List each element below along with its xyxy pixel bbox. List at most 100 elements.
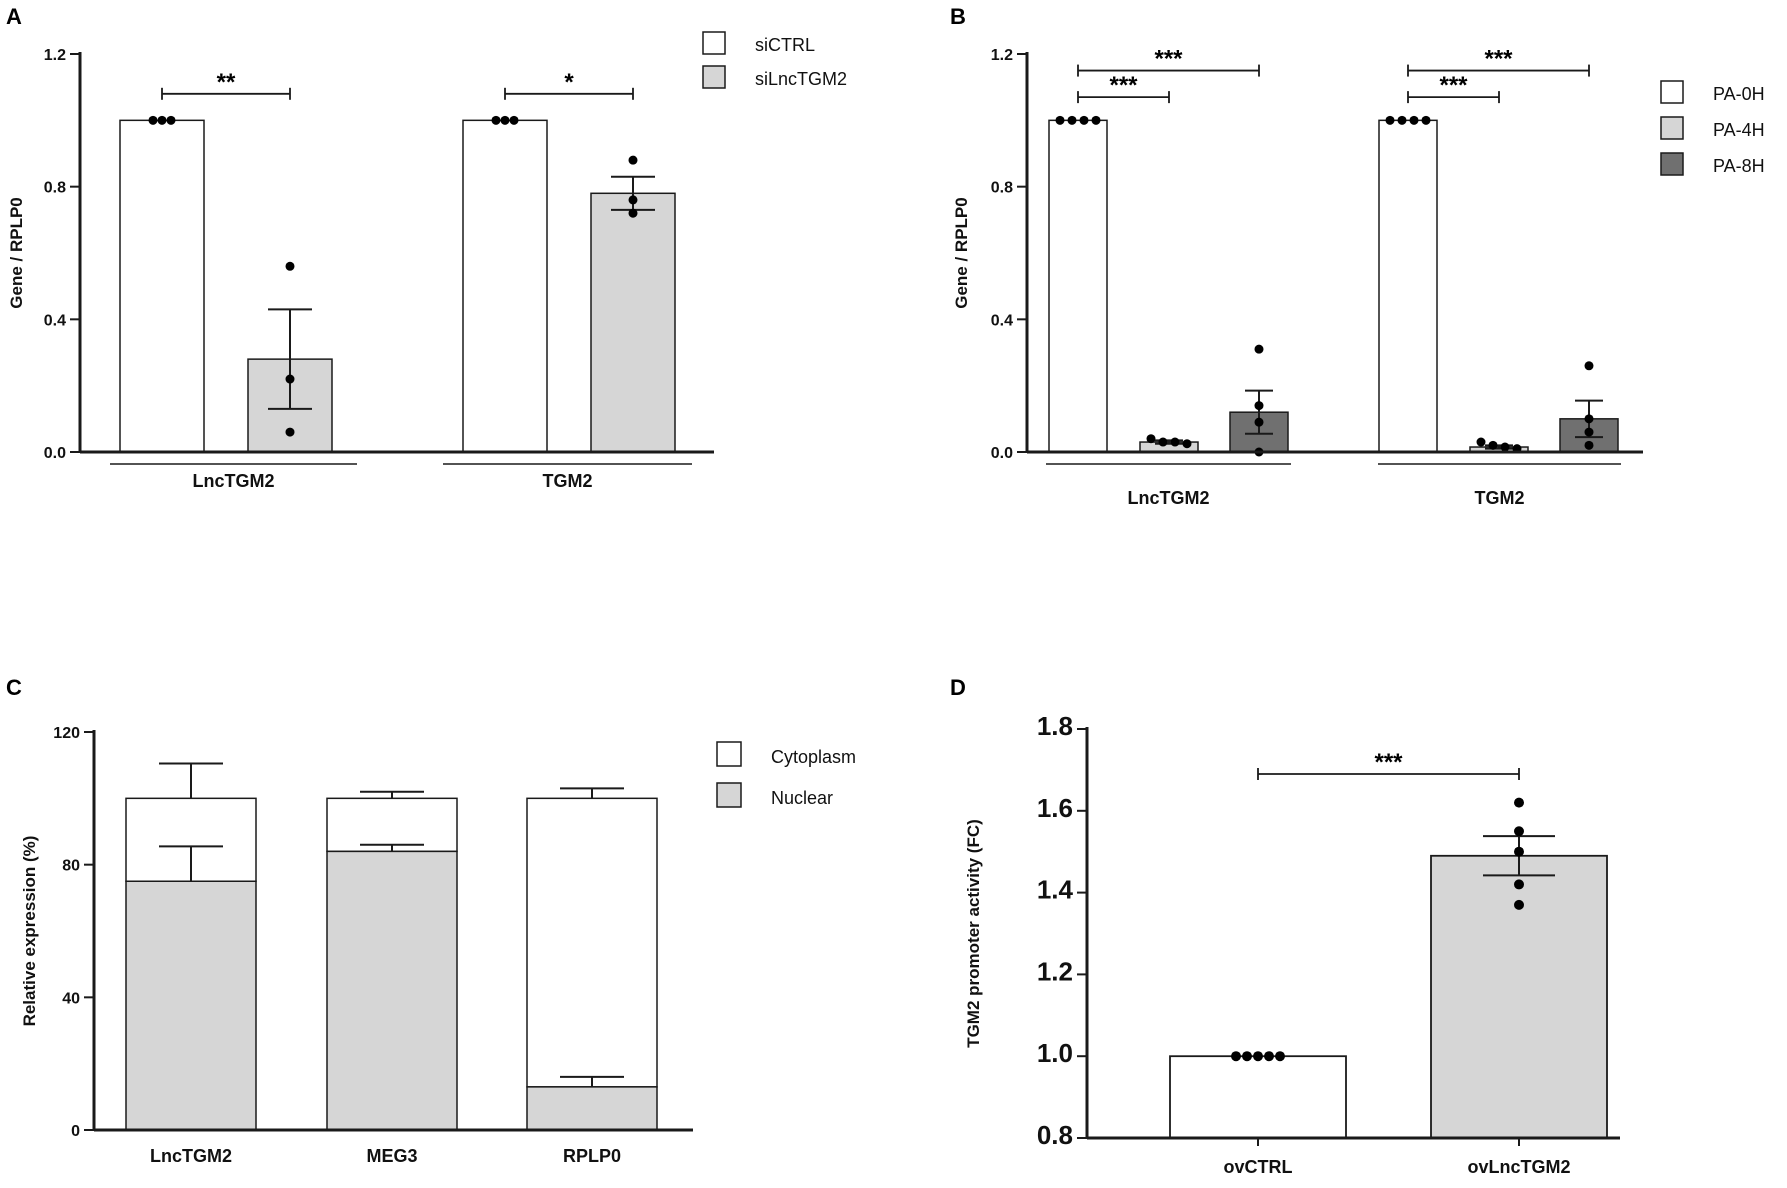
x-category-label: LncTGM2 <box>192 471 274 491</box>
y-tick-label: 0.8 <box>44 180 66 197</box>
data-point <box>1275 1051 1285 1062</box>
y-tick-label: 1.2 <box>1037 956 1073 986</box>
data-point <box>1421 115 1431 125</box>
data-point <box>1264 1051 1274 1062</box>
bar <box>119 119 205 453</box>
data-point <box>1514 899 1524 910</box>
y-tick-label: 1.2 <box>44 47 66 64</box>
bar <box>1378 119 1438 453</box>
data-point <box>157 115 167 125</box>
legend-item-swatch <box>1660 152 1684 176</box>
data-point <box>1514 879 1524 890</box>
legend-item-swatch <box>702 65 726 89</box>
y-tick-label: 1.4 <box>1037 875 1074 905</box>
significance-bracket-label: *** <box>1109 72 1138 99</box>
panel-label: B <box>950 4 966 29</box>
data-point <box>1146 434 1156 444</box>
bar <box>1169 1055 1347 1139</box>
y-tick-label: 0.0 <box>44 445 66 462</box>
y-axis-title: TGM2 promoter activity (FC) <box>964 819 983 1048</box>
legend-item-label: Cytoplasm <box>771 747 856 767</box>
y-tick-label: 0 <box>71 1123 80 1140</box>
bar <box>1048 119 1108 453</box>
data-point <box>1584 440 1594 450</box>
legend-item-label: PA-8H <box>1713 156 1765 176</box>
x-category-label: TGM2 <box>1474 488 1524 508</box>
y-tick-label: 0.4 <box>991 312 1013 329</box>
significance-bracket-label: *** <box>1439 72 1468 99</box>
data-point <box>1584 414 1594 424</box>
x-category-label: MEG3 <box>366 1146 417 1166</box>
data-point <box>1397 115 1407 125</box>
legend-item-label: PA-4H <box>1713 120 1765 140</box>
legend-item-swatch <box>702 31 726 55</box>
data-point <box>1067 115 1077 125</box>
panel-label: D <box>950 675 966 700</box>
x-category-label: RPLP0 <box>563 1146 621 1166</box>
data-point <box>1254 417 1264 427</box>
data-point <box>1514 826 1524 837</box>
panel-label: C <box>6 675 22 700</box>
x-category-label: LncTGM2 <box>1127 488 1209 508</box>
data-point <box>1476 437 1486 447</box>
legend-item-label: PA-0H <box>1713 84 1765 104</box>
bar-segment-nuclear <box>326 850 458 1131</box>
y-tick-label: 1.0 <box>1037 1038 1073 1068</box>
data-point <box>500 115 510 125</box>
data-point <box>491 115 501 125</box>
panel-c: C LncTGM2 MEG3 RPLP0 0 40 80 120 Relative expres… <box>6 675 856 1166</box>
panel-b: B LncTGM2 TGM2 0.0 0.4 0.8 1.2 Gene / RPLP0 *** *… <box>950 4 1765 508</box>
data-point <box>1091 115 1101 125</box>
y-tick-label: 0.0 <box>991 445 1013 462</box>
significance-bracket-label: * <box>564 69 574 96</box>
x-category-label: ovLncTGM2 <box>1467 1157 1570 1177</box>
panel-label: A <box>6 4 22 29</box>
data-point <box>285 261 295 271</box>
y-tick-label: 0.8 <box>1037 1120 1073 1150</box>
data-point <box>1514 846 1524 857</box>
legend-item-label: Nuclear <box>771 788 833 808</box>
data-point <box>285 427 295 437</box>
y-tick-label: 1.6 <box>1037 793 1073 823</box>
x-category-label: ovCTRL <box>1224 1157 1293 1177</box>
data-point <box>1254 344 1264 354</box>
bar-segment-cytoplasm <box>526 797 658 1088</box>
legend-item-swatch <box>716 741 742 767</box>
y-axis-title: Relative expression (%) <box>20 836 39 1027</box>
bar-segment-cytoplasm <box>326 797 458 853</box>
data-point <box>1079 115 1089 125</box>
bar-segment-nuclear <box>526 1086 658 1131</box>
data-point <box>1409 115 1419 125</box>
data-point <box>1584 427 1594 437</box>
significance-bracket-label: *** <box>1484 46 1513 73</box>
data-point <box>1385 115 1395 125</box>
data-point <box>1055 115 1065 125</box>
legend-item-swatch <box>1660 80 1684 104</box>
legend-item-swatch <box>716 782 742 808</box>
data-point <box>1231 1051 1241 1062</box>
y-axis-title: Gene / RPLP0 <box>7 197 26 308</box>
significance-bracket-label: ** <box>217 69 236 96</box>
data-point <box>1170 437 1180 447</box>
data-point <box>285 374 295 384</box>
data-point <box>1158 437 1168 447</box>
y-tick-label: 1.8 <box>1037 711 1073 741</box>
y-tick-label: 120 <box>53 725 80 742</box>
legend-item-label: siLncTGM2 <box>755 69 847 89</box>
x-category-label: TGM2 <box>542 471 592 491</box>
y-axis-title: Gene / RPLP0 <box>952 197 971 308</box>
data-point <box>1584 361 1594 371</box>
data-point <box>509 115 519 125</box>
data-point <box>1182 439 1192 449</box>
y-tick-label: 80 <box>62 858 80 875</box>
y-tick-label: 0.8 <box>991 180 1013 197</box>
data-point <box>628 155 638 165</box>
data-point <box>628 208 638 218</box>
data-point <box>1488 440 1498 450</box>
data-point <box>1242 1051 1252 1062</box>
bar <box>462 119 548 453</box>
significance-bracket-label: *** <box>1154 46 1183 73</box>
